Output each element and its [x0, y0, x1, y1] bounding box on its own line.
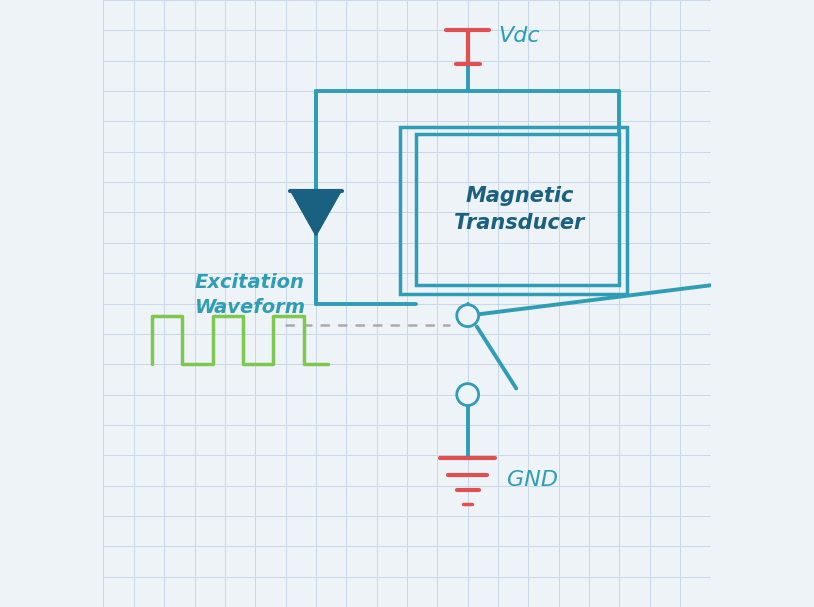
- Circle shape: [457, 305, 479, 327]
- Text: GND: GND: [507, 470, 558, 489]
- Circle shape: [457, 384, 479, 405]
- Text: Magnetic
Transducer: Magnetic Transducer: [454, 186, 584, 232]
- Polygon shape: [291, 191, 340, 235]
- Bar: [416, 134, 619, 285]
- Text: Excitation
Waveform: Excitation Waveform: [195, 273, 306, 317]
- Bar: [400, 127, 628, 294]
- Text: Vdc: Vdc: [498, 27, 540, 46]
